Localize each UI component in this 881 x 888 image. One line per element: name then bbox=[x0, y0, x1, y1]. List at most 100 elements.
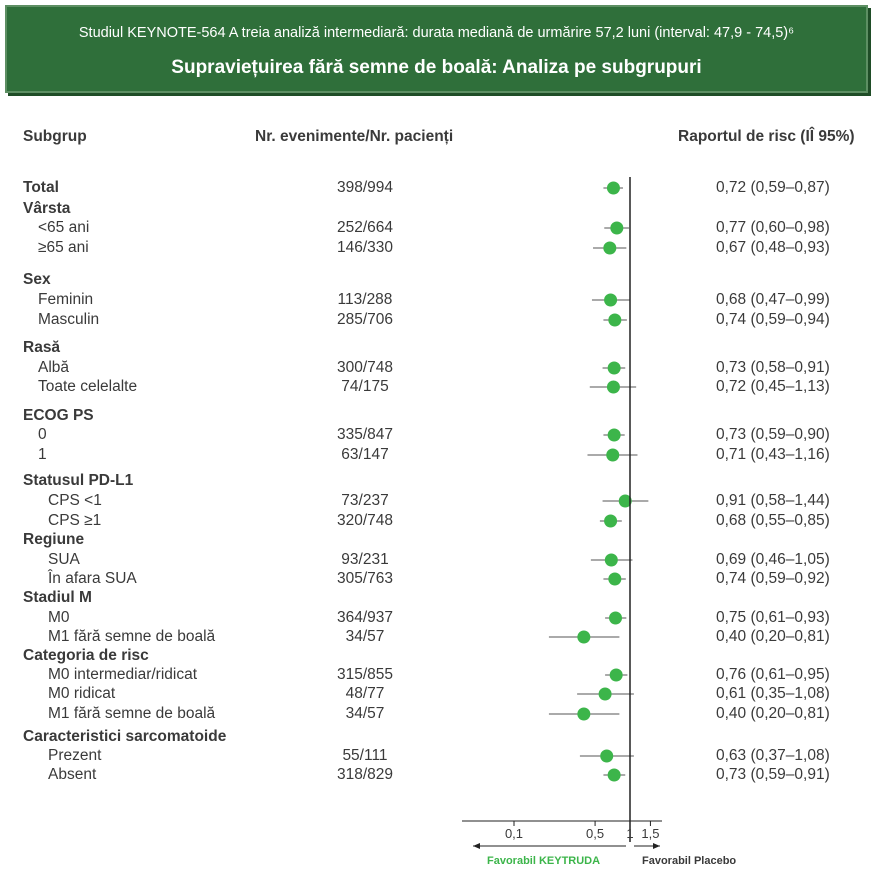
events-value: 55/111 bbox=[342, 747, 388, 764]
events-value: 300/748 bbox=[336, 359, 394, 376]
hazard-ratio-point bbox=[604, 514, 618, 528]
x-tick-label: 1,5 bbox=[641, 826, 659, 841]
events-value: 335/847 bbox=[336, 426, 394, 443]
events-value: 252/664 bbox=[336, 219, 394, 236]
hazard-ratio-header: Raportul de risc (IÎ 95%) bbox=[678, 128, 855, 145]
hazard-ratio-point bbox=[603, 241, 617, 255]
hazard-ratio-point bbox=[577, 707, 591, 721]
subgroup-category-label: Rasă bbox=[23, 339, 61, 356]
events-value: 34/57 bbox=[345, 628, 385, 645]
events-value: 364/937 bbox=[336, 609, 394, 626]
subgroup-category-label: Stadiul M bbox=[23, 589, 92, 606]
events-value: 398/994 bbox=[336, 179, 394, 196]
favor-placebo-label: Favorabil Placebo bbox=[642, 855, 737, 867]
subgroup-label: Prezent bbox=[48, 747, 102, 764]
events-value: 63/147 bbox=[341, 446, 389, 463]
subgroup-label: ≥65 ani bbox=[38, 239, 89, 256]
hazard-ratio-value: 0,74 (0,59–0,94) bbox=[716, 311, 830, 328]
hazard-ratio-value: 0,72 (0,59–0,87) bbox=[716, 179, 830, 196]
hazard-ratio-point bbox=[606, 380, 620, 394]
subgroup-category-label: Categoria de risc bbox=[23, 647, 149, 664]
hazard-ratio-value: 0,40 (0,20–0,81) bbox=[716, 628, 830, 645]
subgroup-label: M1 fără semne de boală bbox=[48, 628, 216, 645]
hazard-ratio-value: 0,67 (0,48–0,93) bbox=[716, 239, 830, 256]
x-tick-label: 1 bbox=[626, 826, 633, 841]
hazard-ratio-value: 0,63 (0,37–1,08) bbox=[716, 747, 830, 764]
hazard-ratio-point bbox=[610, 221, 624, 235]
hazard-ratio-value: 0,71 (0,43–1,16) bbox=[716, 446, 830, 463]
hazard-ratio-point bbox=[608, 313, 622, 327]
hazard-ratio-value: 0,68 (0,55–0,85) bbox=[716, 512, 830, 529]
x-tick-label: 0,1 bbox=[505, 826, 523, 841]
subgroup-label: M0 ridicat bbox=[48, 685, 116, 702]
hazard-ratio-point bbox=[609, 611, 623, 625]
events-value: 48/77 bbox=[345, 685, 385, 702]
hazard-ratio-value: 0,91 (0,58–1,44) bbox=[716, 492, 830, 509]
subgroup-category-label: ECOG PS bbox=[23, 407, 94, 424]
chart-title: Supraviețuirea fără semne de boală: Anal… bbox=[171, 57, 702, 78]
subgroup-category-label: Statusul PD-L1 bbox=[23, 472, 134, 489]
study-subtitle: Studiul KEYNOTE-564 A treia analiză inte… bbox=[78, 25, 795, 41]
subgroup-label: <65 ani bbox=[38, 219, 90, 236]
title-banner: Studiul KEYNOTE-564 A treia analiză inte… bbox=[5, 5, 868, 93]
hazard-ratio-point bbox=[600, 749, 614, 763]
hazard-ratio-value: 0,69 (0,46–1,05) bbox=[716, 551, 830, 568]
favor-keytruda-label: Favorabil KEYTRUDA bbox=[487, 855, 601, 867]
subgroup-label: Total bbox=[23, 179, 59, 196]
subgroup-category-label: Caracteristici sarcomatoide bbox=[23, 728, 227, 745]
events-value: 146/330 bbox=[336, 239, 394, 256]
hazard-ratio-value: 0,61 (0,35–1,08) bbox=[716, 685, 830, 702]
hazard-ratio-value: 0,72 (0,45–1,13) bbox=[716, 378, 830, 395]
hazard-ratio-point bbox=[604, 553, 618, 567]
hazard-ratio-value: 0,40 (0,20–0,81) bbox=[716, 705, 830, 722]
events-value: 73/237 bbox=[341, 492, 389, 509]
events-value: 305/763 bbox=[336, 570, 394, 587]
subgroup-label: Albă bbox=[38, 359, 70, 376]
hazard-ratio-value: 0,74 (0,59–0,92) bbox=[716, 570, 830, 587]
hazard-ratio-point bbox=[607, 768, 621, 782]
subgroup-label: Toate celelalte bbox=[38, 378, 138, 395]
events-value: 320/748 bbox=[336, 512, 394, 529]
subgroup-label: 1 bbox=[38, 446, 47, 463]
events-value: 113/288 bbox=[337, 291, 393, 308]
hazard-ratio-value: 0,73 (0,59–0,90) bbox=[716, 426, 830, 443]
subgroup-label: În afara SUA bbox=[48, 570, 137, 587]
events-value: 285/706 bbox=[336, 311, 394, 328]
hazard-ratio-point bbox=[577, 630, 591, 644]
hazard-ratio-point bbox=[618, 494, 632, 508]
subgroup-label: Masculin bbox=[38, 311, 100, 328]
subgroup-label: 0 bbox=[38, 426, 47, 443]
subgroup-label: CPS <1 bbox=[48, 492, 102, 509]
subgroup-label: SUA bbox=[48, 551, 80, 568]
hazard-ratio-value: 0,73 (0,58–0,91) bbox=[716, 359, 830, 376]
events-value: 318/829 bbox=[336, 766, 394, 783]
hazard-ratio-point bbox=[608, 572, 622, 586]
hazard-ratio-point bbox=[606, 181, 620, 195]
favor-keytruda-arrow-head bbox=[473, 843, 480, 849]
subgroup-header: Subgrup bbox=[23, 128, 87, 145]
events-value: 74/175 bbox=[341, 378, 389, 395]
subgroup-label: M0 intermediar/ridicat bbox=[48, 666, 198, 683]
subgroup-label: M1 fără semne de boală bbox=[48, 705, 216, 722]
events-header: Nr. evenimente/Nr. pacienți bbox=[255, 128, 454, 145]
subgroup-label: M0 bbox=[48, 609, 70, 626]
hazard-ratio-point bbox=[606, 448, 620, 462]
hazard-ratio-value: 0,77 (0,60–0,98) bbox=[716, 219, 830, 236]
hazard-ratio-point bbox=[604, 293, 618, 307]
x-tick-label: 0,5 bbox=[586, 826, 604, 841]
hazard-ratio-point bbox=[609, 668, 623, 682]
hazard-ratio-point bbox=[607, 361, 621, 375]
subgroup-category-label: Regiune bbox=[23, 531, 85, 548]
events-value: 34/57 bbox=[345, 705, 385, 722]
events-value: 315/855 bbox=[336, 666, 394, 683]
subgroup-category-label: Sex bbox=[23, 271, 51, 288]
hazard-ratio-point bbox=[598, 687, 612, 701]
favor-placebo-arrow-head bbox=[653, 843, 660, 849]
subgroup-category-label: Vârsta bbox=[23, 200, 71, 217]
subgroup-label: CPS ≥1 bbox=[48, 512, 102, 529]
hazard-ratio-point bbox=[607, 428, 621, 442]
hazard-ratio-value: 0,76 (0,61–0,95) bbox=[716, 666, 830, 683]
subgroup-label: Absent bbox=[48, 766, 97, 783]
events-value: 93/231 bbox=[341, 551, 389, 568]
